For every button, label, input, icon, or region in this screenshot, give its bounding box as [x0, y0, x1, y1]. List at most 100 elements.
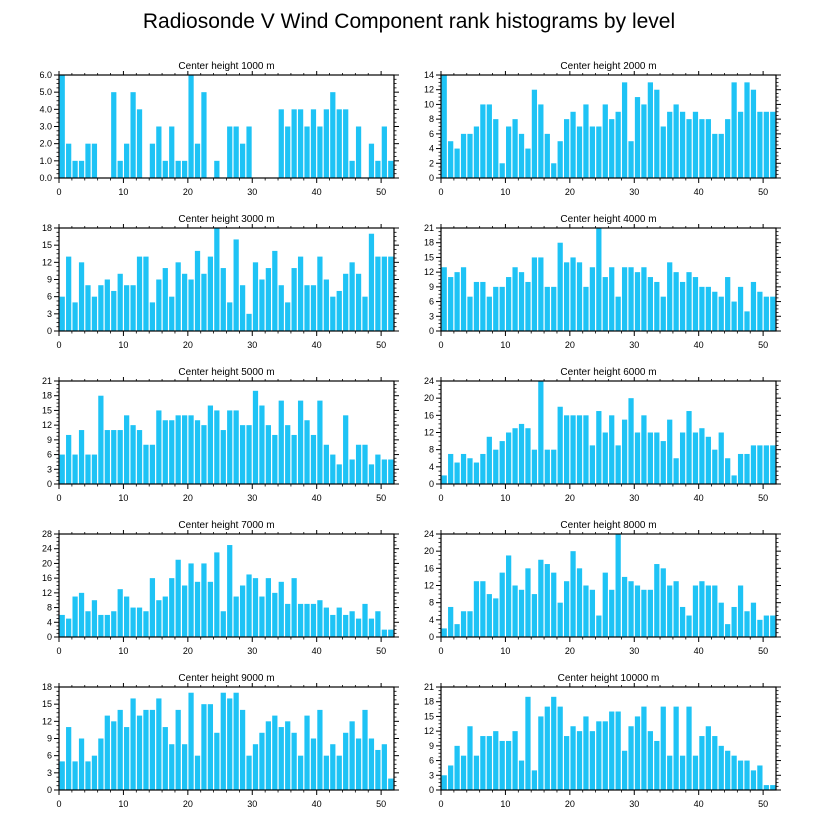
histogram-bar — [130, 285, 136, 331]
histogram-bar — [297, 755, 304, 790]
histogram-panel: Center height 2000 m 0 2 4 6 8 10 12 14 0 10 20 30 40… — [424, 61, 781, 197]
histogram-bar — [679, 432, 686, 484]
histogram-bar — [712, 585, 718, 637]
histogram-bar — [175, 262, 181, 331]
histogram-bar — [518, 423, 525, 484]
y-tick-label: 20 — [424, 546, 434, 556]
histogram-bar — [233, 596, 239, 637]
histogram-bar — [473, 462, 480, 484]
x-tick-label: 40 — [312, 646, 322, 656]
histogram-bar — [272, 715, 278, 790]
histogram-bar — [246, 755, 252, 790]
histogram-bar — [194, 143, 201, 178]
histogram-bar — [750, 770, 757, 790]
histogram-bar — [220, 430, 226, 484]
y-tick-label: 21 — [424, 682, 434, 692]
histogram-bar — [628, 267, 634, 331]
histogram-bar — [634, 97, 641, 178]
x-tick-label: 10 — [500, 799, 510, 809]
histogram-bar — [362, 603, 368, 637]
histogram-bar — [156, 410, 162, 484]
histogram-bar — [660, 296, 666, 331]
histogram-bar — [725, 119, 731, 178]
histogram-bar — [673, 104, 679, 178]
histogram-bar — [59, 296, 65, 331]
histogram-bar — [686, 411, 692, 484]
histogram-bar — [641, 706, 647, 790]
histogram-bar — [583, 585, 589, 637]
x-tick-label: 0 — [438, 340, 443, 350]
histogram-bar — [660, 706, 666, 790]
x-tick-label: 0 — [56, 187, 61, 197]
y-tick-label: 2.0 — [39, 139, 52, 149]
histogram-bar — [91, 600, 98, 637]
histogram-bar — [544, 564, 550, 637]
histogram-bar — [757, 291, 763, 331]
histogram-bar — [454, 745, 460, 790]
histogram-bar — [525, 428, 531, 484]
histogram-bar — [291, 268, 297, 331]
histogram-bar — [525, 696, 531, 790]
histogram-bar — [91, 296, 98, 331]
histogram-bar — [59, 75, 65, 178]
histogram-bar — [310, 434, 317, 484]
histogram-bar — [188, 75, 194, 178]
histogram-bar — [699, 428, 705, 484]
histogram-bar — [615, 711, 621, 790]
histogram-bar — [72, 160, 78, 178]
histogram-bar — [252, 578, 259, 637]
y-tick-label: 3 — [429, 311, 434, 321]
histogram-bar — [355, 618, 362, 637]
histogram-bar — [85, 143, 91, 178]
histogram-bar — [570, 726, 576, 790]
histogram-bar — [551, 572, 557, 638]
histogram-bar — [336, 109, 342, 178]
histogram-bar — [207, 704, 214, 790]
histogram-bar — [78, 592, 85, 637]
histogram-bar — [175, 559, 181, 637]
histogram-bar — [201, 563, 207, 637]
panel-title: Center height 10000 m — [558, 673, 660, 684]
panel-title: Center height 8000 m — [560, 520, 656, 531]
x-tick-label: 20 — [565, 799, 575, 809]
histogram-bar — [506, 740, 512, 790]
histogram-bar — [375, 454, 381, 484]
x-tick-label: 0 — [438, 187, 443, 197]
histogram-bar — [609, 711, 615, 790]
histogram-bar — [227, 126, 233, 178]
histogram-bar — [647, 277, 653, 331]
histogram-bar — [355, 273, 362, 331]
x-tick-label: 20 — [183, 799, 193, 809]
histogram-bar — [538, 104, 544, 178]
y-tick-label: 0 — [47, 479, 52, 489]
histogram-bar — [310, 738, 317, 790]
histogram-bar — [493, 449, 499, 484]
histogram-bar — [602, 104, 608, 178]
histogram-bar — [130, 698, 136, 790]
histogram-bar — [117, 273, 123, 331]
x-tick-label: 10 — [118, 646, 128, 656]
histogram-bar — [609, 267, 615, 331]
histogram-bar — [149, 578, 156, 637]
y-tick-label: 12 — [42, 716, 52, 726]
y-tick-label: 4.0 — [39, 104, 52, 114]
histogram-bar — [124, 727, 130, 790]
histogram-bar — [182, 415, 188, 484]
histogram-bar — [615, 534, 621, 637]
histogram-bar — [188, 279, 194, 331]
y-tick-label: 18 — [424, 238, 434, 248]
y-tick-label: 3.0 — [39, 122, 52, 132]
y-tick-label: 0 — [429, 326, 434, 336]
x-tick-label: 0 — [56, 646, 61, 656]
histogram-bar — [544, 133, 550, 178]
histogram-bar — [525, 148, 531, 178]
histogram-bar — [725, 624, 731, 638]
histogram-bar — [265, 721, 271, 790]
histogram-bar — [130, 425, 136, 484]
histogram-bar — [104, 614, 110, 637]
y-tick-label: 9 — [47, 275, 52, 285]
y-tick-label: 0 — [47, 632, 52, 642]
histogram-bar — [763, 296, 769, 331]
histogram-bar — [310, 109, 317, 178]
histogram-bar — [493, 598, 499, 638]
